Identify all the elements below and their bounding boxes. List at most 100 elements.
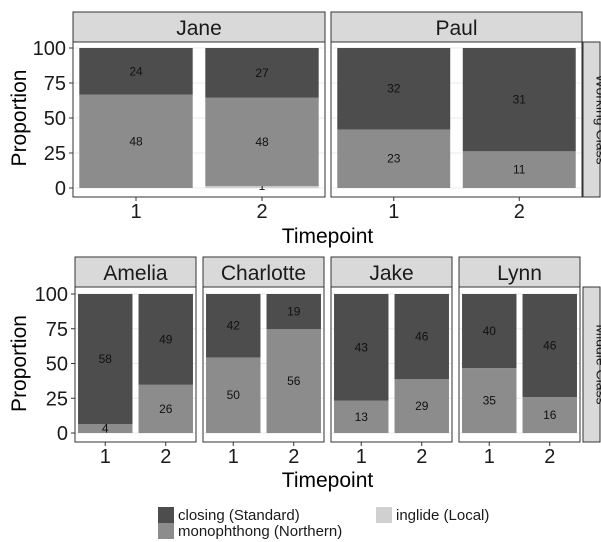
y-tick-label: 25	[44, 143, 66, 165]
bar-segment-monophthong	[462, 368, 517, 433]
strip-jane	[72, 11, 326, 43]
bar-segment-monophthong	[78, 424, 133, 433]
y-tick-label: 100	[33, 38, 66, 60]
data-label-monophthong: 29	[415, 399, 429, 413]
data-label-closing: 42	[227, 319, 241, 333]
strip-lynn	[458, 256, 581, 288]
bar-segment-monophthong	[337, 129, 451, 188]
bar-segment-monophthong	[138, 384, 193, 433]
x-tick-label: 1	[100, 446, 111, 468]
panel-border	[72, 41, 326, 198]
x-tick-label: 1	[356, 446, 367, 468]
data-label-closing: 27	[255, 66, 269, 80]
strip-label-paul: Paul	[435, 17, 477, 40]
data-label-monophthong: 50	[227, 388, 241, 402]
legend-key	[158, 507, 174, 523]
y-tick-label: 50	[44, 108, 66, 130]
bar-segment-monophthong	[522, 397, 577, 433]
data-label-closing: 43	[355, 340, 369, 354]
panel-border	[330, 41, 583, 198]
x-axis-title: Timepoint	[282, 225, 374, 248]
y-tick-label: 0	[57, 423, 68, 445]
data-label-monophthong: 26	[159, 402, 173, 416]
data-label-monophthong: 56	[287, 374, 301, 388]
data-label-closing: 31	[513, 93, 527, 107]
bar-segment-monophthong	[266, 329, 321, 433]
bar-segment-monophthong	[462, 151, 576, 188]
bar-segment-closing	[394, 294, 449, 380]
strip-jake	[330, 256, 453, 288]
data-label-monophthong: 4	[102, 422, 109, 436]
data-label-closing: 58	[99, 352, 113, 366]
x-tick-label: 2	[160, 446, 171, 468]
bar-segment-closing	[266, 294, 321, 330]
bar-segment-monophthong	[334, 400, 389, 433]
panel-border	[330, 286, 453, 443]
data-label-monophthong: 48	[129, 134, 143, 148]
data-label-closing: 32	[387, 82, 401, 96]
bar-segment-closing	[334, 294, 389, 401]
strip-label-amelia: Amelia	[103, 262, 168, 285]
bar-segment-monophthong	[79, 94, 193, 188]
bar-segment-closing	[462, 294, 517, 369]
legend-key	[158, 523, 174, 539]
strip-paul	[330, 11, 583, 43]
strip-label-jake: Jake	[369, 262, 413, 285]
row-strip-label: Working Class	[594, 75, 601, 165]
data-label-monophthong: 48	[255, 135, 269, 149]
bar-segment-closing	[206, 294, 261, 358]
data-label-closing: 49	[159, 332, 173, 346]
x-tick-label: 2	[416, 446, 427, 468]
strip-label-jane: Jane	[176, 17, 222, 40]
x-tick-label: 1	[130, 201, 141, 223]
bar-segment-closing	[205, 48, 319, 98]
x-tick-label: 2	[288, 446, 299, 468]
row-strip-0	[582, 41, 601, 198]
panel-border	[458, 286, 581, 443]
legend-label: inglide (Local)	[396, 507, 489, 524]
data-label-closing: 19	[287, 305, 301, 319]
bar-segment-closing	[337, 48, 451, 130]
strip-label-lynn: Lynn	[497, 262, 542, 285]
row-strip-label: Middle Class	[594, 324, 601, 404]
data-label-closing: 46	[415, 330, 429, 344]
row-strip-1	[582, 286, 601, 443]
x-tick-label: 1	[484, 446, 495, 468]
bar-segment-monophthong	[394, 379, 449, 433]
bar-segment-monophthong	[206, 357, 261, 433]
panel-border	[74, 286, 197, 443]
bar-segment-closing	[522, 294, 577, 398]
data-label-monophthong: 16	[543, 408, 557, 422]
bar-segment-closing	[79, 48, 193, 95]
panel-border	[202, 286, 325, 443]
y-axis-title: Proportion	[8, 70, 31, 167]
y-tick-label: 50	[46, 354, 68, 376]
data-label-monophthong: 35	[483, 394, 497, 408]
bar-segment-closing	[138, 294, 193, 385]
x-tick-label: 1	[228, 446, 239, 468]
x-tick-label: 1	[388, 201, 399, 223]
data-label-closing: 40	[483, 324, 497, 338]
data-label-monophthong: 11	[513, 163, 526, 177]
bar-segment-closing	[462, 48, 576, 152]
data-label-closing: 46	[543, 339, 557, 353]
legend-label: monophthong (Northern)	[178, 523, 342, 540]
x-tick-label: 2	[256, 201, 267, 223]
y-tick-label: 100	[35, 284, 68, 306]
y-tick-label: 75	[46, 319, 68, 341]
x-axis-title: Timepoint	[282, 469, 374, 492]
bar-segment-inglide	[205, 186, 319, 188]
y-tick-label: 75	[44, 73, 66, 95]
data-label-monophthong: 23	[387, 152, 401, 166]
legend-label: closing (Standard)	[178, 507, 300, 524]
y-tick-label: 0	[55, 178, 66, 200]
x-tick-label: 2	[544, 446, 555, 468]
y-axis-title: Proportion	[8, 315, 31, 412]
bar-segment-closing	[78, 294, 133, 425]
y-tick-label: 25	[46, 388, 68, 410]
data-label-monophthong: 13	[355, 410, 369, 424]
data-label-closing: 24	[129, 64, 143, 78]
x-tick-label: 2	[514, 201, 525, 223]
strip-label-charlotte: Charlotte	[221, 262, 306, 285]
